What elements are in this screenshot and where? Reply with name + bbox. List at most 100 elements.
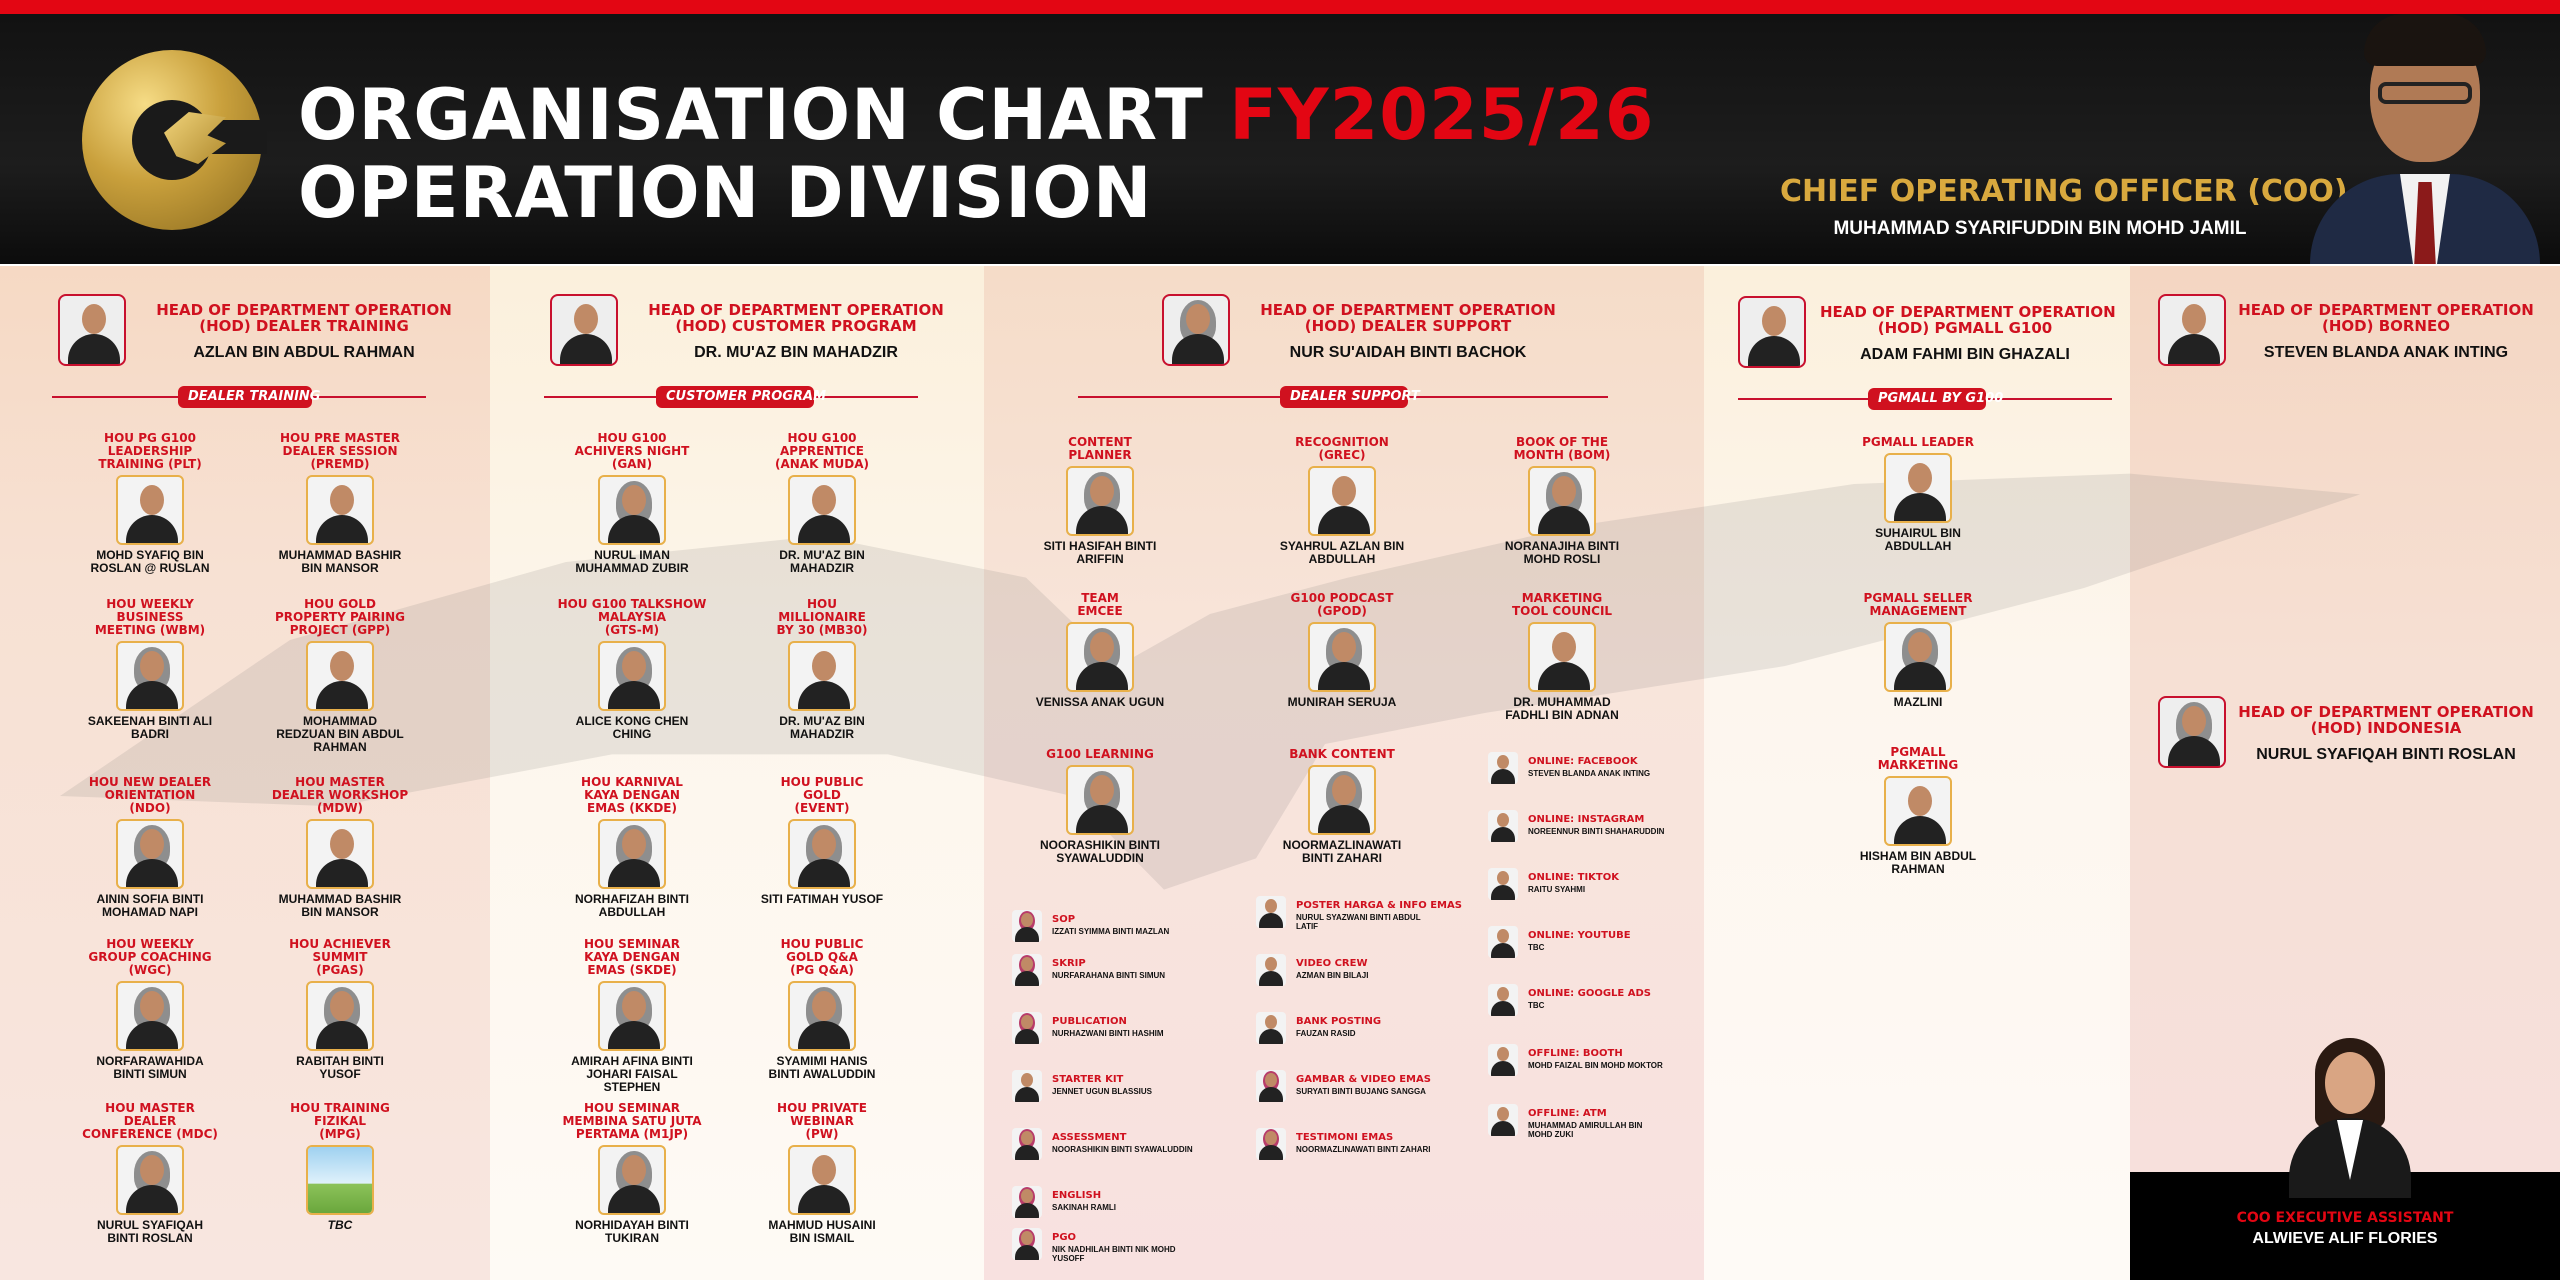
avatar [1256,1012,1286,1044]
person-card: HOU MASTER DEALER CONFERENCE (MDC) NURUL … [50,1102,250,1245]
person-photo [306,475,374,545]
person-card: HOU MASTER DEALER WORKSHOP (MDW) MUHAMMAD… [240,776,440,919]
person-name: MUHAMMAD BASHIR BIN MANSOR [278,548,402,575]
avatar [1488,1104,1518,1136]
staff-role: STARTER KIT [1052,1074,1124,1085]
person-photo [1884,453,1952,523]
person-card: HOU SEMINAR MEMBINA SATU JUTA PERTAMA (M… [532,1102,732,1245]
header: ORGANISATION CHART FY2025/26 OPERATION D… [0,14,2560,278]
person-name: NORANAJIHA BINTI MOHD ROSLI [1504,539,1620,566]
person-role: HOU KARNIVAL KAYA DENGAN EMAS (KKDE) [581,775,683,815]
person-card: HOU TRAINING FIZIKAL (MPG) TBC [240,1102,440,1232]
staff-role: ONLINE: FACEBOOK [1528,756,1638,767]
person-photo [306,641,374,711]
staff-name: NOREENNUR BINTI SHAHARUDDIN [1528,827,1665,836]
coo-photo [2290,14,2550,278]
staff-role: ASSESSMENT [1052,1132,1127,1143]
person-photo [1066,765,1134,835]
person-card: HOU PUBLIC GOLD (EVENT) SITI FATIMAH YUSO… [722,776,922,906]
person-card: HOU G100 ACHIVERS NIGHT (GAN) NURUL IMAN … [532,432,732,575]
staff-role: ONLINE: GOOGLE ADS [1528,988,1651,999]
section-label: DEALER SUPPORT [1280,386,1420,408]
person-role: HOU PRIVATE WEBINAR (PW) [777,1101,867,1141]
hod-role: HEAD OF DEPARTMENT OPERATION (HOD) PGMALL… [1820,303,2116,337]
person-name: NORHAFIZAH BINTI ABDULLAH [575,892,689,919]
person-photo [116,819,184,889]
person-card: HOU WEEKLY GROUP COACHING (WGC) NORFARAWA… [50,938,250,1081]
person-role: HOU G100 ACHIVERS NIGHT (GAN) [574,431,690,471]
company-logo [82,50,267,230]
staff-role: SOP [1052,914,1076,925]
staff-name: FAUZAN RASID [1296,1029,1356,1038]
person-role: HOU G100 APPRENTICE (ANAK MUDA) [775,431,869,471]
person-role: PGMALL LEADER [1862,435,1974,449]
avatar [550,294,618,366]
staff-role: OFFLINE: ATM [1528,1108,1607,1119]
person-name: DR. MU'AZ BIN MAHADZIR [779,548,865,575]
staff-name: JENNET UGUN BLASSIUS [1052,1087,1153,1096]
coo-role: CHIEF OPERATING OFFICER (COO) [1780,174,2348,209]
assistant-photo [2285,1038,2415,1198]
section-label: PGMALL BY G100 [1868,388,2003,410]
person-photo [306,819,374,889]
person-role: RECOGNITION (GREC) [1295,435,1389,462]
person-card: HOU GOLD PROPERTY PAIRING PROJECT (GPP) M… [240,598,440,754]
person-photo [1528,466,1596,536]
person-role: HOU SEMINAR MEMBINA SATU JUTA PERTAMA (M… [562,1101,702,1141]
staff-name: TBC [1528,943,1545,952]
staff-name: NIK NADHILAH BINTI NIK MOHD YUSOFF [1052,1245,1176,1263]
person-photo [1308,765,1376,835]
person-card: PGMALL SELLER MANAGEMENT MAZLINI [1818,592,2018,709]
person-photo [1884,776,1952,846]
staff-role: GAMBAR & VIDEO EMAS [1296,1074,1431,1085]
fiscal-year: FY2025/26 [1229,74,1655,156]
person-role: HOU MASTER DEALER CONFERENCE (MDC) [82,1101,218,1141]
person-name: SITI FATIMAH YUSOF [760,892,884,906]
staff-name: AZMAN BIN BILAJI [1296,971,1369,980]
person-card: HOU MILLIONAIRE BY 30 (MB30) DR. MU'AZ BI… [722,598,922,741]
top-red-bar [0,0,2560,14]
person-name: AMIRAH AFINA BINTI JOHARI FAISAL STEPHEN [571,1054,693,1094]
hod-name: NURUL SYAFIQAH BINTI ROSLAN [2256,746,2516,763]
person-photo [1308,622,1376,692]
person-card: HOU KARNIVAL KAYA DENGAN EMAS (KKDE) NORH… [532,776,732,919]
person-role: HOU PUBLIC GOLD (EVENT) [780,775,864,815]
person-name: NOORMAZLINAWATI BINTI ZAHARI [1282,838,1402,865]
staff-name: RAITU SYAHMI [1528,885,1586,894]
person-card: HOU NEW DEALER ORIENTATION (NDO) AININ SO… [50,776,250,919]
page-subtitle: OPERATION DIVISION [298,152,1153,234]
person-name: NORHIDAYAH BINTI TUKIRAN [575,1218,689,1245]
person-role: PGMALL MARKETING [1877,745,1959,772]
person-photo [1308,466,1376,536]
person-name: SYAMIMI HANIS BINTI AWALUDDIN [768,1054,876,1081]
avatar [1488,984,1518,1016]
person-photo [116,475,184,545]
person-photo [598,475,666,545]
person-name: RABITAH BINTI YUSOF [296,1054,384,1081]
staff-name: NURUL SYAZWANI BINTI ABDUL LATIF [1296,913,1421,931]
header-divider [0,264,2560,266]
staff-name: MOHD FAIZAL BIN MOHD MOKTOR [1528,1061,1663,1070]
column-customer-program [490,266,984,1280]
person-role: BOOK OF THE MONTH (BOM) [1513,435,1611,462]
person-photo [598,981,666,1051]
person-name: NURUL IMAN MUHAMMAD ZUBIR [575,548,689,575]
avatar [1256,954,1286,986]
staff-name: IZZATI SYIMMA BINTI MAZLAN [1052,927,1170,936]
avatar [1012,1070,1042,1102]
person-card: HOU ACHIEVER SUMMIT (PGAS) RABITAH BINTI … [240,938,440,1081]
column-dealer-training [0,266,490,1280]
hod-name: ADAM FAHMI BIN GHAZALI [1860,346,2070,363]
person-card: G100 LEARNING NOORASHIKIN BINTI SYAWALUDD… [1000,748,1200,865]
person-name: MUHAMMAD BASHIR BIN MANSOR [278,892,402,919]
person-photo [788,641,856,711]
person-role: G100 PODCAST (GPOD) [1290,591,1394,618]
staff-name: TBC [1528,1001,1545,1010]
person-name: NURUL SYAFIQAH BINTI ROSLAN [96,1218,203,1245]
person-name: NOORASHIKIN BINTI SYAWALUDDIN [1040,838,1160,865]
person-photo [1066,466,1134,536]
avatar [1256,896,1286,928]
person-card: HOU G100 APPRENTICE (ANAK MUDA) DR. MU'AZ… [722,432,922,575]
person-photo [1528,622,1596,692]
person-name: MOHAMMAD REDZUAN BIN ABDUL RAHMAN [276,714,404,754]
